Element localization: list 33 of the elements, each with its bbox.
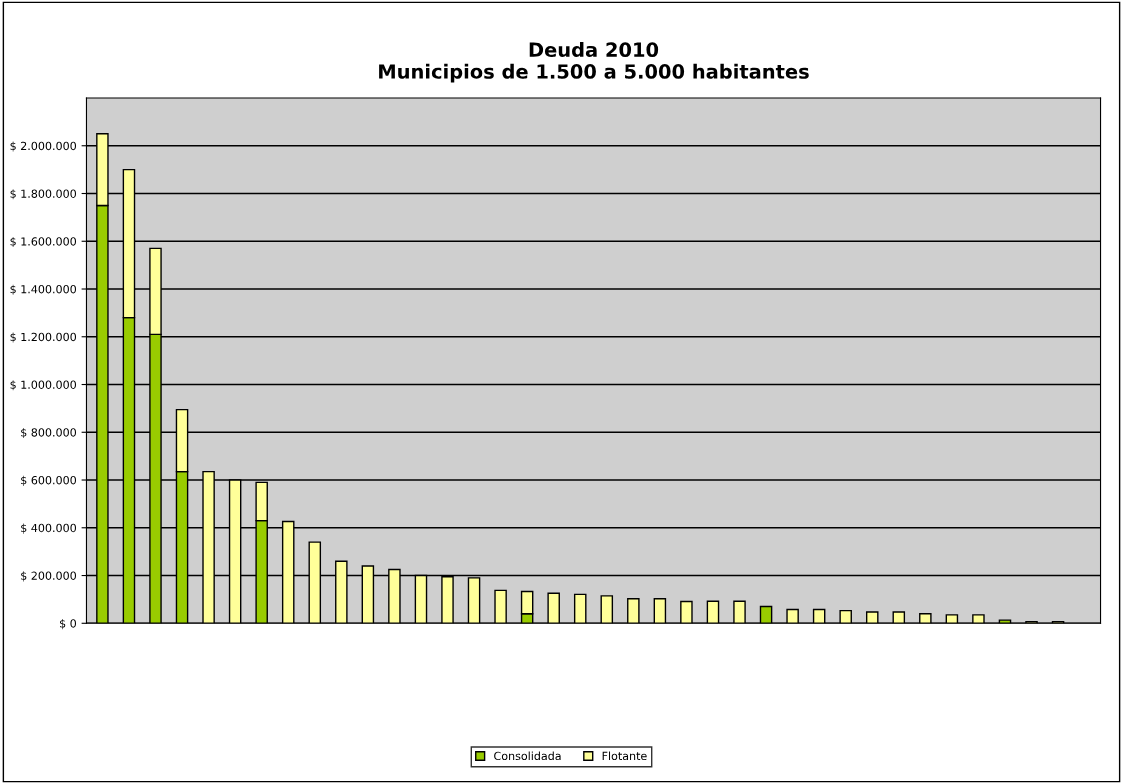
- y-tick-label: $ 600.000: [21, 475, 77, 486]
- bar: [919, 613, 932, 624]
- bar: [786, 608, 799, 624]
- bar: [653, 597, 667, 624]
- y-tick-label: $ 0: [60, 619, 77, 630]
- bar: [998, 619, 1012, 624]
- bar: [865, 611, 879, 624]
- bar: [573, 593, 587, 624]
- chart-title: Deuda 2010 Municipios de 1.500 a 5.000 habitantes: [379, 42, 809, 83]
- y-tick-label: $ 800.000: [21, 428, 77, 439]
- bar: [706, 600, 720, 624]
- y-tick-label: $ 2.000.000: [10, 141, 77, 152]
- legend-label: Consolidada: [494, 751, 561, 761]
- bar: [680, 600, 693, 624]
- bar: [972, 614, 985, 624]
- bar: [733, 600, 746, 624]
- bar: [547, 592, 560, 624]
- bar: [812, 608, 826, 624]
- y-tick-label: $ 1.400.000: [10, 284, 77, 295]
- bar: [759, 605, 773, 624]
- bar: [494, 589, 507, 624]
- bar: [945, 614, 959, 624]
- bar: [600, 595, 614, 624]
- y-tick-label: $ 1.600.000: [10, 237, 77, 248]
- y-tick-label: $ 1.800.000: [10, 189, 77, 200]
- bar: [892, 611, 906, 624]
- y-tick-label: $ 1.200.000: [10, 332, 77, 343]
- y-tick-label: $ 200.000: [21, 571, 77, 582]
- legend-label: Flotante: [602, 751, 647, 761]
- bar: [839, 609, 852, 624]
- y-tick-label: $ 1.000.000: [10, 380, 77, 391]
- y-tick-label: $ 400.000: [21, 523, 77, 534]
- bar: [627, 597, 640, 624]
